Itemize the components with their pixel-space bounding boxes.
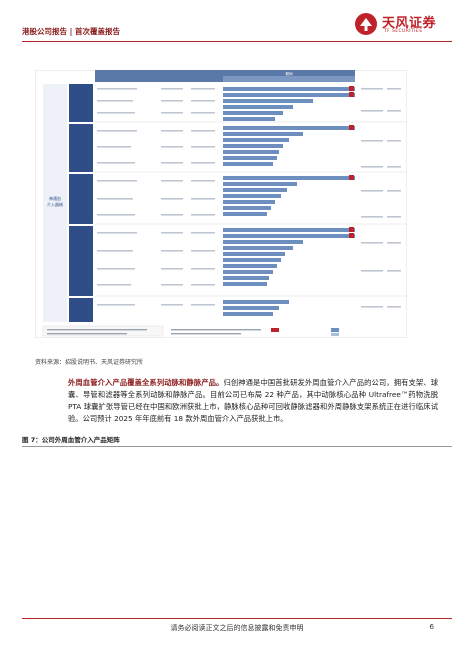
- svg-text:介入器械: 介入器械: [47, 201, 63, 207]
- footer-divider: [22, 618, 452, 619]
- page-number: 6: [429, 623, 434, 631]
- figure-source: 资料来源：招股说明书、天风证券研究所: [35, 359, 144, 366]
- header-stage: 期间: [286, 71, 294, 76]
- logo-text-en: TF SECURITIES: [384, 29, 423, 34]
- paragraph-lead: 外周血管介入产品覆盖全系列动脉和静脉产品。: [68, 378, 224, 387]
- logo-text-cn: 天风证券: [382, 16, 437, 31]
- paragraph-body: 归创神通是中国首批研发外周血管介入产品的公司，拥有支架、球囊、导管和滤器等全系列…: [68, 378, 439, 423]
- company-logo: 天风证券 TF SECURITIES: [354, 12, 452, 38]
- logo-mark-icon: [355, 13, 377, 35]
- report-header-label: 港股公司报告 | 首次覆盖报告: [22, 27, 120, 36]
- product-pipeline-table: 期间 神通血 介入器械: [35, 70, 407, 338]
- body-paragraph: 外周血管介入产品覆盖全系列动脉和静脉产品。归创神通是中国首批研发外周血管介入产品…: [68, 377, 438, 425]
- footer-disclaimer: 请务必阅读正文之后的信息披露和免责申明: [170, 624, 304, 632]
- svg-text:神通血: 神通血: [49, 195, 61, 201]
- figure-title: 图 7：公司外周血管介入产品矩阵: [22, 434, 452, 447]
- header-divider: [22, 41, 452, 42]
